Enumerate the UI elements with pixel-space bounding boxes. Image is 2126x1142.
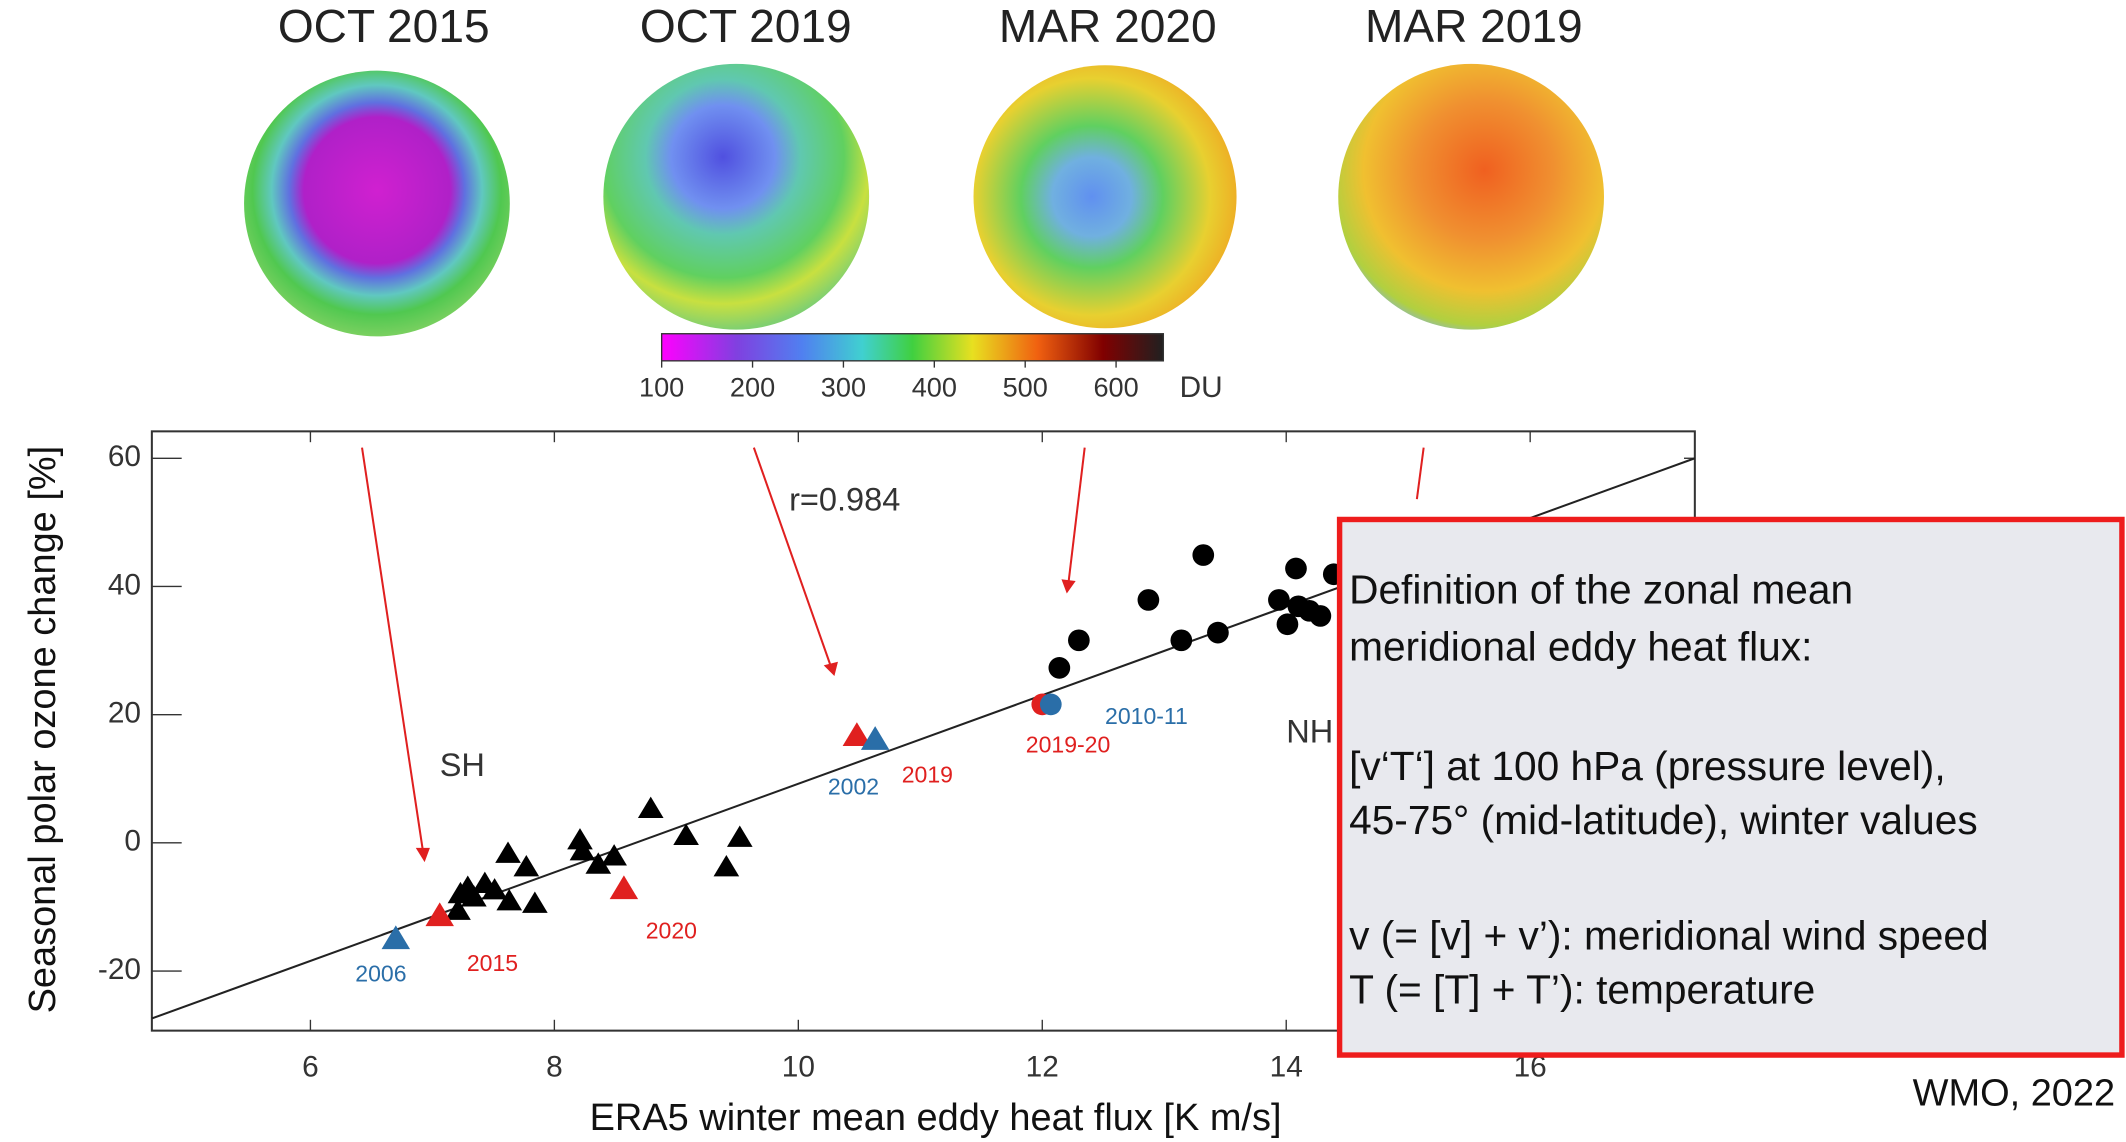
colorbar-unit: DU — [1180, 371, 1223, 404]
colorbar-ticks: 100 200 300 400 500 600 — [639, 361, 1139, 403]
point-label: 2019-20 — [1026, 732, 1111, 758]
box-line: [v‘T‘] at 100 hPa (pressure level), — [1349, 743, 1946, 789]
sh-label: SH — [440, 747, 485, 783]
x-tick-label: 12 — [1026, 1050, 1059, 1083]
x-tick-label: 8 — [546, 1050, 563, 1083]
source: WMO, 2022 — [1913, 1073, 2115, 1115]
y-tick-label: 60 — [108, 440, 141, 473]
arrow-head — [418, 849, 429, 860]
point-label: 2019 — [902, 762, 953, 788]
colorbar-tick-label: 400 — [912, 371, 957, 402]
point-label: 2015 — [467, 950, 518, 976]
x-axis-label: ERA5 winter mean eddy heat flux [K m/s] — [590, 1097, 1282, 1139]
arrow — [1417, 448, 1424, 500]
ozone-map — [1338, 64, 1604, 330]
map-title: MAR 2020 — [999, 0, 1217, 52]
map-title: OCT 2015 — [278, 0, 490, 52]
arrow-head — [1063, 580, 1074, 591]
point-label: 2002 — [828, 774, 879, 800]
y-axis-label: Seasonal polar ozone change [%] — [22, 446, 64, 1014]
circle-point — [1285, 558, 1307, 580]
ozone-map — [974, 65, 1237, 328]
circle-point — [1207, 622, 1229, 644]
arrow — [362, 448, 423, 852]
y-tick-label: 40 — [108, 568, 141, 601]
colorbar-tick-label: 200 — [730, 371, 775, 402]
box-line: Definition of the zonal mean — [1349, 567, 1853, 613]
point-label: 2020 — [646, 917, 697, 943]
x-tick-label: 10 — [782, 1050, 815, 1083]
circle-point — [1170, 629, 1192, 651]
colorbar-tick-label: 500 — [1003, 371, 1048, 402]
circle-point — [1138, 589, 1160, 611]
point-label: 2006 — [355, 961, 406, 987]
y-tick-label: 20 — [108, 697, 141, 730]
colorbar-tick-label: 100 — [639, 371, 684, 402]
point-label: 2010-11 — [1105, 703, 1188, 729]
circle-point — [1068, 629, 1090, 651]
triangle-point — [382, 925, 410, 949]
circle-point — [1268, 589, 1290, 611]
correlation: r=0.984 — [789, 481, 900, 517]
triangle-point — [638, 797, 664, 818]
colorbar — [662, 334, 1164, 361]
ozone-map — [603, 64, 869, 330]
circle-point — [1040, 694, 1062, 716]
box-line: v (= [v] + v’): meridional wind speed — [1349, 912, 1988, 958]
triangle-point — [714, 855, 740, 876]
triangle-point — [495, 842, 521, 863]
circle-point — [1310, 605, 1332, 627]
y-tick-label: -20 — [98, 953, 141, 986]
triangle-point — [727, 826, 753, 847]
chart: OCT 2015 OCT 2019 MAR 2020 MAR 2019 1002… — [0, 0, 2126, 1142]
circle-point — [1049, 657, 1071, 679]
x-tick-label: 14 — [1270, 1050, 1303, 1083]
triangle-point — [610, 875, 638, 899]
arrow — [1068, 448, 1084, 584]
page: {"chart_data": { "type": "scatter", "map… — [0, 0, 2126, 1142]
arrow-head — [826, 663, 837, 674]
ozone-maps: OCT 2015 OCT 2019 MAR 2020 MAR 2019 — [244, 0, 1604, 336]
ozone-map — [244, 71, 510, 337]
box-line: T (= [T] + T’): temperature — [1349, 967, 1815, 1013]
y-tick-label: 0 — [124, 825, 141, 858]
box-line: meridional eddy heat flux: — [1349, 623, 1812, 669]
colorbar-tick-label: 300 — [821, 371, 866, 402]
box-line: 45-75° (mid-latitude), winter values — [1349, 797, 1978, 843]
x-tick-label: 6 — [302, 1050, 319, 1083]
circle-point — [1192, 544, 1214, 566]
circle-point — [1277, 613, 1299, 635]
map-title: MAR 2019 — [1365, 0, 1583, 52]
nh-label: NH — [1286, 713, 1333, 749]
colorbar-tick-label: 600 — [1093, 371, 1138, 402]
triangle-point — [522, 892, 548, 913]
map-title: OCT 2019 — [640, 0, 852, 52]
